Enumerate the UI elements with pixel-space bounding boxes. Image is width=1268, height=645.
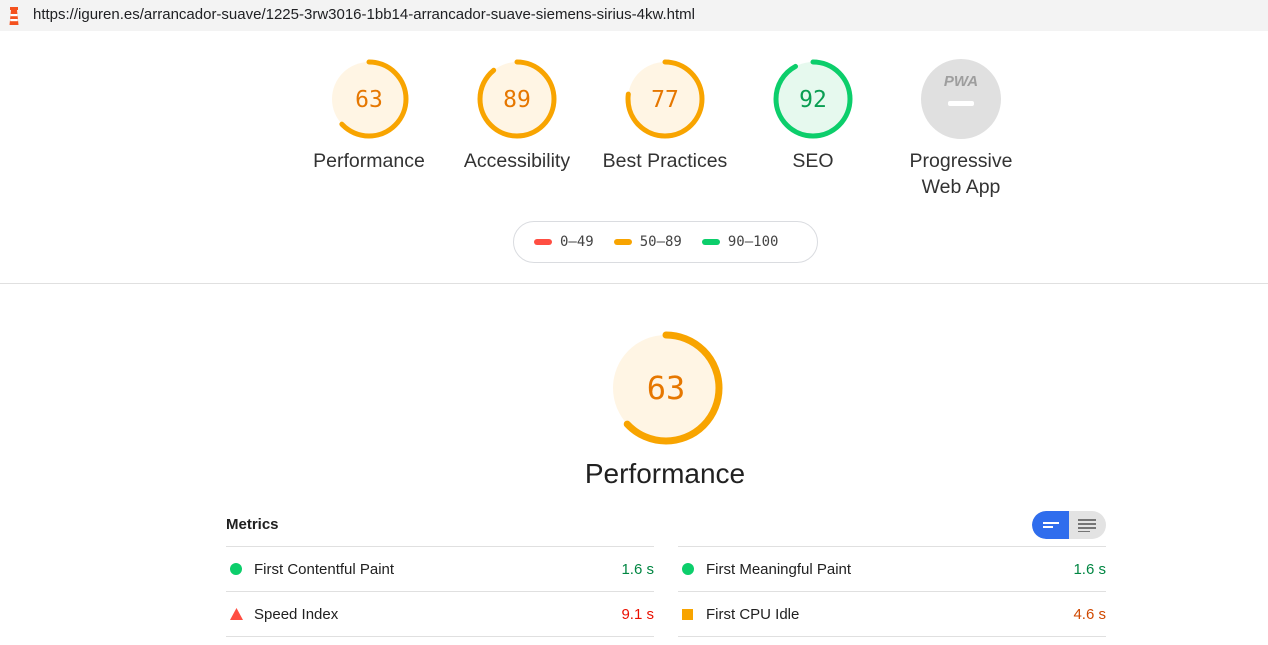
legend-item-fail: 0–49 [534,234,594,250]
gauge-label: Best Practices [602,150,728,172]
pass-circle-icon [682,563,694,575]
gauge-score: 92 [799,87,827,113]
metric-row-speed-index: Speed Index 9.1 s [226,591,654,636]
legend-dash [701,239,720,245]
metrics-view-toggle[interactable] [1032,511,1106,539]
gauge-accessibility[interactable]: 89 Accessibility [447,58,587,174]
metric-name: First CPU Idle [706,605,800,623]
fail-triangle-icon [230,608,243,620]
metric-row-fcp: First Contentful Paint 1.6 s [226,546,654,591]
legend-range: 50–89 [639,234,682,250]
section-divider [0,283,1268,284]
pass-circle-icon [230,563,242,575]
pwa-badge-icon: PWA [921,59,1001,139]
metric-value: 1.6 s [1073,560,1106,578]
url-text[interactable]: https://iguren.es/arrancador-suave/1225-… [33,6,695,23]
metric-value: 1.6 s [621,560,654,578]
gauge-arc [625,59,705,139]
legend-range: 0–49 [560,234,594,250]
gauge-seo[interactable]: 92 SEO [743,58,883,174]
gauge-bg [628,62,702,136]
score-legend: 0–49 50–89 90–100 [513,221,818,263]
pwa-label-line1: Progressive [909,150,1013,172]
gauge-accessibility-ring: 89 [477,59,557,139]
metric-name: First Meaningful Paint [706,560,852,578]
metric-name: First Contentful Paint [254,560,395,578]
gauge-bg [480,62,554,136]
gauge-best-practices[interactable]: 77 Best Practices [595,58,735,174]
average-square-icon [682,608,693,620]
metrics-bottom-line [226,636,654,637]
gauge-bg [332,62,406,136]
legend-dash [613,239,632,245]
gauge-label: Accessibility [463,150,571,172]
address-bar[interactable]: https://iguren.es/arrancador-suave/1225-… [0,0,1268,31]
legend-item-pass: 90–100 [701,234,779,250]
big-gauge-bg [613,335,719,441]
pwa-badge-text: PWA [944,73,978,90]
gauge-seo-ring: 92 [773,59,853,139]
metric-row-first-cpu-idle: First CPU Idle 4.6 s [678,591,1106,636]
gauge-best-practices-ring: 77 [625,59,705,139]
big-gauge-arc [609,331,723,445]
gauge-arc [773,59,853,139]
metric-name: Speed Index [254,605,339,623]
lighthouse-icon [9,7,19,25]
compact-view-button[interactable] [1032,511,1069,539]
gauge-bg [776,62,850,136]
gauge-score: 89 [503,87,531,113]
compact-list-icon [1043,522,1059,528]
pwa-dash [948,101,974,106]
metric-row-fmp: First Meaningful Paint 1.6 s [678,546,1106,591]
gauge-performance[interactable]: 63 Performance [299,58,439,174]
performance-title: Performance [584,458,746,489]
legend-dash [534,239,552,245]
big-gauge-score: 63 [647,369,686,407]
metrics-bottom-line [678,636,1106,637]
metric-value: 4.6 s [1073,605,1106,623]
gauge-label: SEO [792,150,834,172]
gauge-label: Performance [313,150,425,172]
pwa-label-line2: Web App [921,176,1001,198]
gauge-score: 63 [355,87,383,113]
gauge-pwa[interactable]: PWA Progressive Web App [891,58,1031,200]
gauge-arc [329,59,409,139]
metric-value: 9.1 s [621,605,654,623]
legend-range: 90–100 [727,234,779,250]
metrics-heading: Metrics [226,516,279,533]
gauge-score: 77 [651,87,679,113]
performance-big-gauge: 63 [609,331,723,445]
gauge-performance-ring: 63 [329,59,409,139]
gauge-arc [477,59,557,139]
legend-item-average: 50–89 [613,234,682,250]
expanded-list-icon[interactable] [1078,518,1096,532]
